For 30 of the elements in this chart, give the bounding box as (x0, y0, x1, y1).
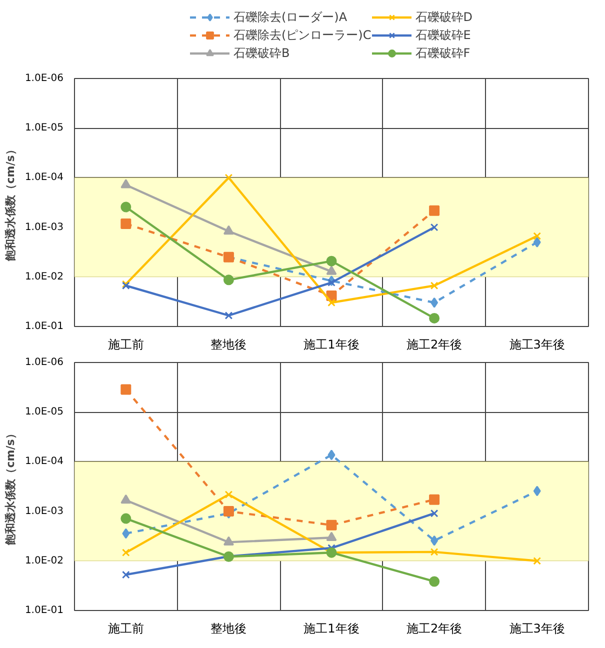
x-tick-label: 施工2年後 (406, 338, 462, 352)
legend-label: 石礫除去(ローダー)A (234, 8, 348, 26)
y-tick-label: 1.0E-01 (24, 605, 64, 616)
legend-label: 石礫除去(ピンローラー)C (234, 26, 372, 44)
x-tick-label: 施工前 (108, 622, 144, 636)
y-tick-label: 1.0E-04 (24, 456, 64, 468)
y-tick-label: 1.0E-01 (24, 321, 64, 332)
y-tick-label: 1.0E-02 (24, 271, 64, 282)
y-tick-label: 1.0E-05 (24, 406, 64, 418)
legend-label: 石礫破砕D (415, 8, 472, 26)
y-tick-label: 1.0E-03 (24, 222, 64, 233)
legend-label: 石礫破砕F (415, 44, 470, 62)
x-tick-label: 施工3年後 (509, 338, 565, 352)
y-tick-label: 1.0E-06 (24, 73, 64, 84)
legend-label: 石礫破砕B (234, 44, 290, 62)
y-tick-label: 1.0E-02 (24, 555, 64, 566)
x-tick-label: 整地後 (210, 622, 247, 636)
y-tick-label: 1.0E-05 (24, 122, 64, 134)
x-tick-label: 施工1年後 (304, 338, 360, 352)
y-tick-label: 1.0E-03 (24, 506, 64, 517)
y-axis-title: 飽和透水係数（cm/s） (4, 144, 17, 262)
x-tick-label: 施工前 (108, 338, 144, 352)
y-axis-title: 飽和透水係数（cm/s） (4, 428, 17, 546)
x-tick-label: 施工1年後 (304, 622, 360, 636)
x-tick-label: 施工2年後 (406, 622, 462, 636)
y-tick-label: 1.0E-04 (24, 172, 64, 184)
legend-label: 石礫破砕E (415, 26, 471, 44)
x-tick-label: 整地後 (210, 338, 247, 352)
x-tick-label: 施工3年後 (509, 622, 565, 636)
y-tick-label: 1.0E-06 (24, 357, 64, 368)
